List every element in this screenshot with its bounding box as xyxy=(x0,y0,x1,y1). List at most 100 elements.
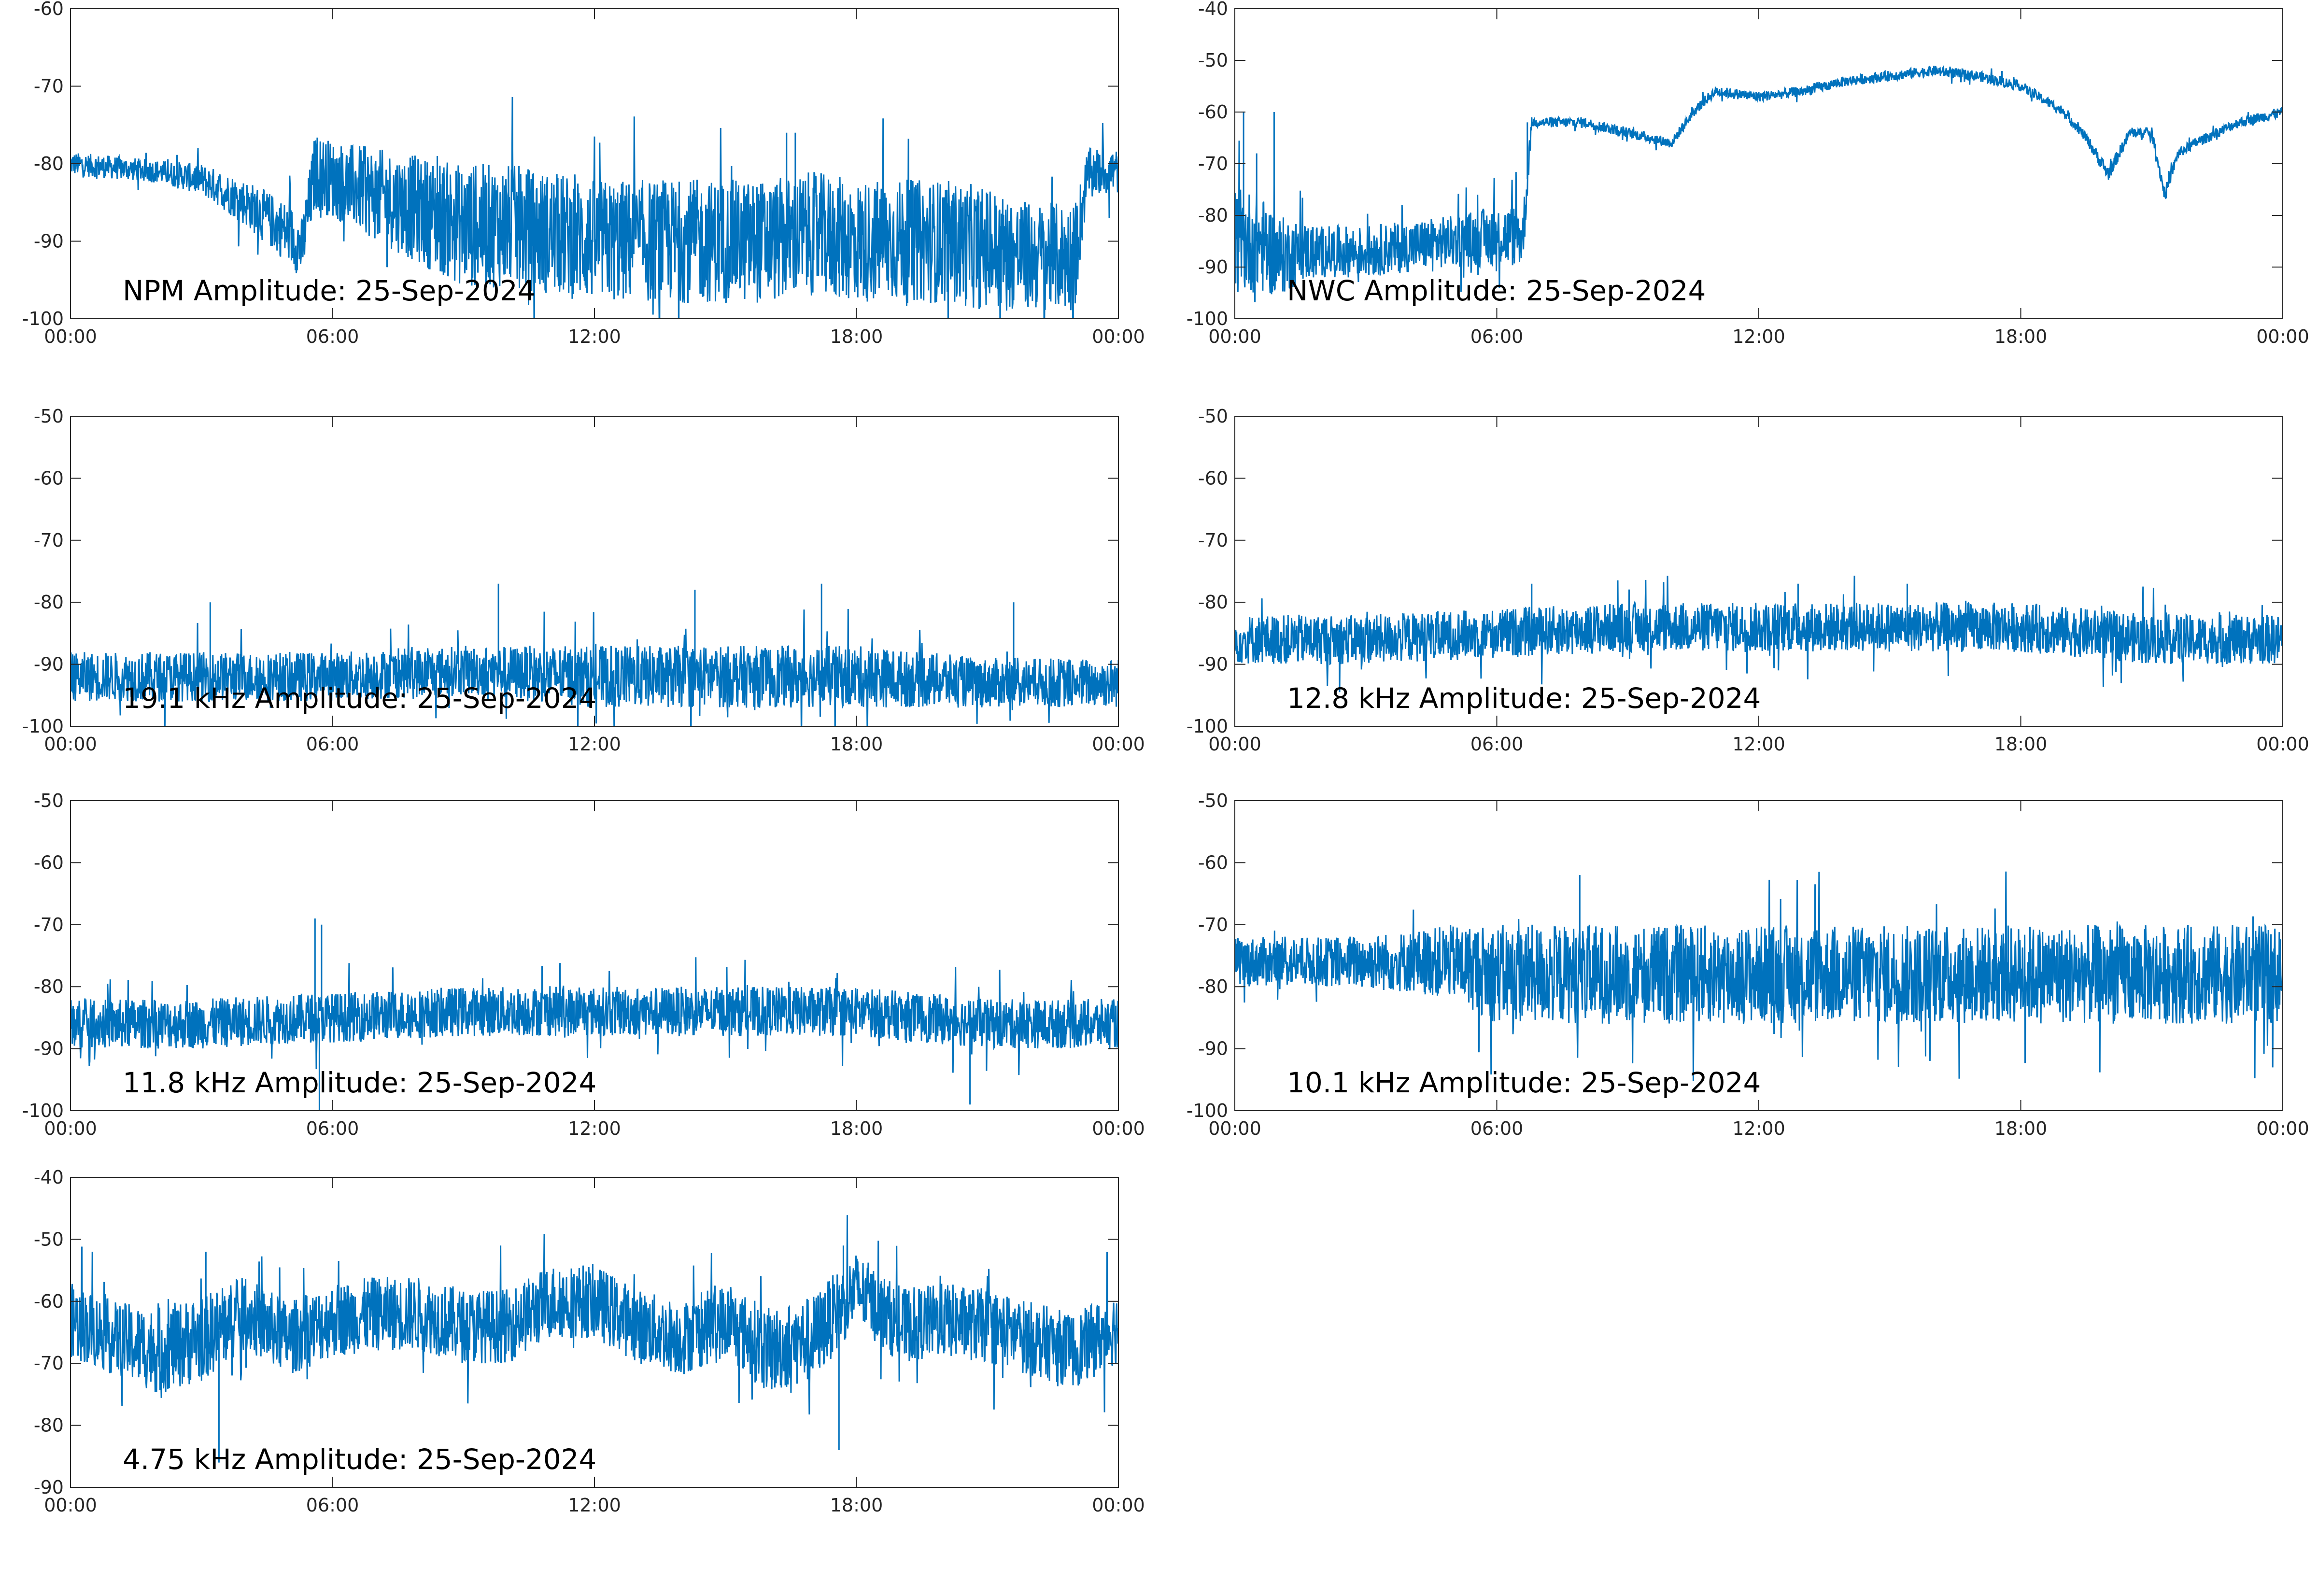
y-tick-label: -100 xyxy=(22,308,64,329)
x-tick-label: 12:00 xyxy=(568,734,621,755)
chart-panel-7: 00:00 06:00 12:00 18:00 00:00-90-80-70-60-50… xyxy=(34,1167,1145,1516)
y-tick-label: -80 xyxy=(1198,976,1228,997)
y-tick-label: -70 xyxy=(34,1353,64,1374)
x-tick-label: 00:00 xyxy=(1092,1495,1145,1516)
y-tick-label: -80 xyxy=(34,153,64,174)
y-tick-label: -50 xyxy=(34,406,64,427)
x-tick-label: 00:00 xyxy=(1092,1118,1145,1139)
x-tick-label: 18:00 xyxy=(830,1118,883,1139)
y-tick-label: -100 xyxy=(1187,716,1228,737)
x-tick-label: 06:00 xyxy=(1470,734,1524,755)
x-tick-label: 18:00 xyxy=(1994,1118,2048,1139)
y-tick-label: -90 xyxy=(1198,1038,1228,1059)
x-tick-label: 00:00 xyxy=(2256,1118,2309,1139)
chart-panel-4: 00:00 06:00 12:00 18:00 00:00-100-90-80-70-6… xyxy=(1187,406,2309,755)
x-tick-label: 00:00 xyxy=(44,1495,97,1516)
x-tick-label: 06:00 xyxy=(306,326,359,347)
chart-title: 11.8 kHz Amplitude: 25-Sep-2024 xyxy=(123,1066,596,1099)
y-tick-label: -60 xyxy=(1198,101,1228,123)
x-tick-label: 00:00 xyxy=(44,1118,97,1139)
x-tick-label: 12:00 xyxy=(568,326,621,347)
x-tick-label: 00:00 xyxy=(1092,734,1145,755)
x-tick-label: 00:00 xyxy=(44,326,97,347)
y-tick-label: -100 xyxy=(22,1100,64,1121)
y-tick-label: -100 xyxy=(1187,308,1228,329)
chart-title: 4.75 kHz Amplitude: 25-Sep-2024 xyxy=(123,1443,596,1476)
y-tick-label: -60 xyxy=(34,0,64,19)
y-tick-label: -90 xyxy=(1198,256,1228,278)
x-tick-label: 12:00 xyxy=(1732,734,1785,755)
x-tick-label: 06:00 xyxy=(306,734,359,755)
y-tick-label: -90 xyxy=(34,654,64,675)
y-tick-label: -50 xyxy=(1198,50,1228,71)
y-tick-label: -100 xyxy=(1187,1100,1228,1121)
y-tick-label: -60 xyxy=(1198,852,1228,873)
y-tick-label: -60 xyxy=(34,467,64,489)
chart-title: 10.1 kHz Amplitude: 25-Sep-2024 xyxy=(1287,1066,1761,1099)
y-tick-label: -80 xyxy=(34,1415,64,1436)
series-line xyxy=(71,918,1118,1111)
x-tick-label: 12:00 xyxy=(1732,1118,1785,1139)
series-line xyxy=(71,97,1118,319)
y-tick-label: -90 xyxy=(34,1038,64,1059)
y-tick-label: -70 xyxy=(1198,530,1228,551)
x-tick-label: 00:00 xyxy=(2256,734,2309,755)
x-tick-label: 00:00 xyxy=(1208,1118,1261,1139)
x-tick-label: 12:00 xyxy=(1732,326,1785,347)
x-tick-label: 12:00 xyxy=(568,1495,621,1516)
chart-panel-1: 00:00 06:00 12:00 18:00 00:00-100-90-80-70-6… xyxy=(22,0,1145,347)
y-tick-label: -90 xyxy=(34,231,64,252)
chart-panel-2: 00:00 06:00 12:00 18:00 00:00-100-90-80-70-6… xyxy=(1187,0,2309,347)
series-line xyxy=(71,1215,1118,1463)
x-tick-label: 06:00 xyxy=(306,1495,359,1516)
y-tick-label: -50 xyxy=(1198,790,1228,811)
chart-title: 19.1 kHz Amplitude: 25-Sep-2024 xyxy=(123,682,596,715)
y-tick-label: -70 xyxy=(34,76,64,97)
chart-panel-6: 00:00 06:00 12:00 18:00 00:00-100-90-80-70-6… xyxy=(1187,790,2309,1139)
x-tick-label: 00:00 xyxy=(1208,734,1261,755)
axes-box xyxy=(70,800,1119,1111)
series-line xyxy=(71,583,1118,726)
x-tick-label: 00:00 xyxy=(2256,326,2309,347)
y-tick-label: -70 xyxy=(1198,914,1228,935)
x-tick-label: 00:00 xyxy=(1208,326,1261,347)
y-tick-label: -60 xyxy=(34,1291,64,1312)
chart-title: NPM Amplitude: 25-Sep-2024 xyxy=(123,274,536,307)
x-tick-label: 00:00 xyxy=(1092,326,1145,347)
series-line xyxy=(1235,576,2283,692)
x-tick-label: 18:00 xyxy=(1994,734,2048,755)
y-tick-label: -50 xyxy=(34,790,64,811)
x-tick-label: 18:00 xyxy=(1994,326,2048,347)
y-tick-label: -70 xyxy=(1198,153,1228,174)
axes-box xyxy=(1234,416,2283,727)
series-line xyxy=(1235,871,2283,1081)
y-tick-label: -60 xyxy=(34,852,64,873)
y-tick-label: -80 xyxy=(34,592,64,613)
y-tick-label: -80 xyxy=(1198,205,1228,226)
y-tick-label: -40 xyxy=(34,1167,64,1188)
chart-panel-3: 00:00 06:00 12:00 18:00 00:00-100-90-80-70-6… xyxy=(22,406,1145,755)
y-tick-label: -70 xyxy=(34,530,64,551)
y-tick-label: -80 xyxy=(34,976,64,997)
axes-box xyxy=(1234,8,2283,319)
y-tick-label: -100 xyxy=(22,716,64,737)
x-tick-label: 18:00 xyxy=(830,326,883,347)
y-tick-label: -90 xyxy=(1198,654,1228,675)
x-tick-label: 06:00 xyxy=(306,1118,359,1139)
x-tick-label: 18:00 xyxy=(830,734,883,755)
chart-title: NWC Amplitude: 25-Sep-2024 xyxy=(1287,274,1706,307)
y-tick-label: -40 xyxy=(1198,0,1228,19)
chart-title: 12.8 kHz Amplitude: 25-Sep-2024 xyxy=(1287,682,1761,715)
y-tick-label: -90 xyxy=(34,1477,64,1498)
y-tick-label: -70 xyxy=(34,914,64,935)
y-tick-label: -60 xyxy=(1198,467,1228,489)
x-tick-label: 00:00 xyxy=(44,734,97,755)
chart-panel-5: 00:00 06:00 12:00 18:00 00:00-100-90-80-70-6… xyxy=(22,790,1145,1139)
x-tick-label: 06:00 xyxy=(1470,326,1524,347)
series-line xyxy=(1235,64,2283,303)
y-tick-label: -80 xyxy=(1198,592,1228,613)
y-tick-label: -50 xyxy=(34,1229,64,1250)
x-tick-label: 18:00 xyxy=(830,1495,883,1516)
